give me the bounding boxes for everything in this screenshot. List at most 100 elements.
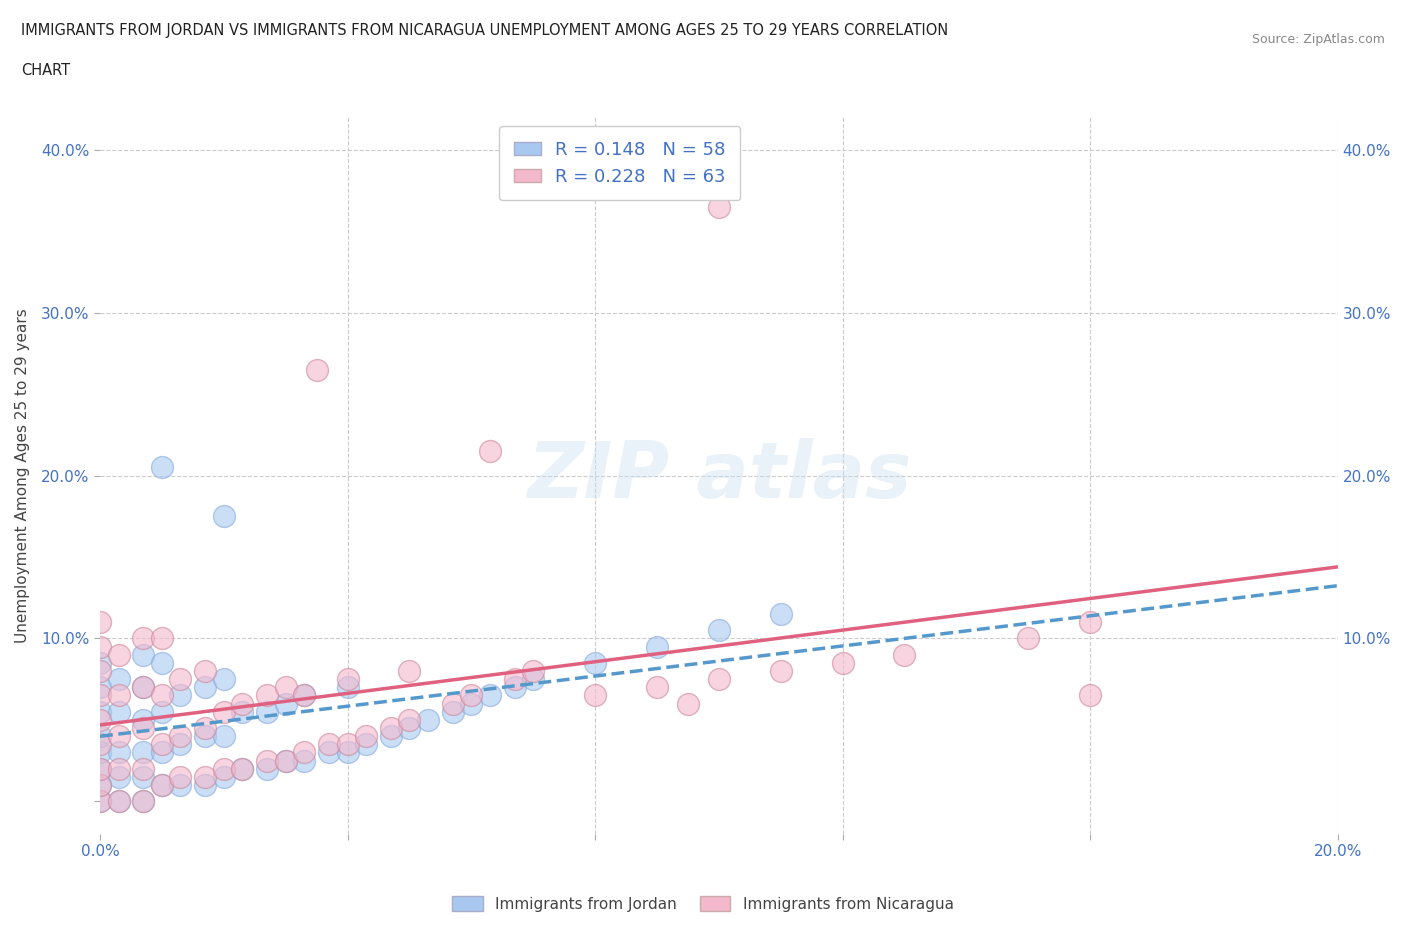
Point bbox=[169, 671, 191, 686]
Point bbox=[132, 794, 155, 809]
Point bbox=[460, 688, 482, 703]
Point bbox=[274, 753, 297, 768]
Point bbox=[522, 663, 544, 678]
Point bbox=[318, 737, 340, 751]
Point bbox=[707, 623, 730, 638]
Point bbox=[212, 728, 235, 743]
Point bbox=[336, 680, 359, 695]
Point bbox=[150, 631, 173, 645]
Y-axis label: Unemployment Among Ages 25 to 29 years: Unemployment Among Ages 25 to 29 years bbox=[15, 308, 30, 643]
Text: CHART: CHART bbox=[21, 63, 70, 78]
Point bbox=[274, 696, 297, 711]
Point bbox=[336, 737, 359, 751]
Point bbox=[107, 769, 129, 784]
Point bbox=[1017, 631, 1039, 645]
Point bbox=[212, 671, 235, 686]
Point bbox=[212, 762, 235, 777]
Point bbox=[150, 737, 173, 751]
Point bbox=[503, 671, 526, 686]
Point bbox=[89, 737, 111, 751]
Point bbox=[89, 704, 111, 719]
Point bbox=[318, 745, 340, 760]
Point bbox=[89, 728, 111, 743]
Point bbox=[305, 363, 328, 378]
Point bbox=[676, 696, 699, 711]
Point bbox=[583, 688, 606, 703]
Point bbox=[150, 656, 173, 671]
Point bbox=[107, 794, 129, 809]
Point bbox=[132, 680, 155, 695]
Point bbox=[150, 777, 173, 792]
Point bbox=[292, 753, 315, 768]
Point bbox=[231, 704, 253, 719]
Point bbox=[194, 777, 217, 792]
Point bbox=[150, 745, 173, 760]
Point bbox=[292, 745, 315, 760]
Point bbox=[645, 639, 668, 654]
Point bbox=[707, 671, 730, 686]
Point bbox=[231, 762, 253, 777]
Point bbox=[107, 728, 129, 743]
Point bbox=[231, 696, 253, 711]
Point bbox=[150, 777, 173, 792]
Point bbox=[169, 769, 191, 784]
Point bbox=[769, 663, 792, 678]
Point bbox=[132, 712, 155, 727]
Legend: Immigrants from Jordan, Immigrants from Nicaragua: Immigrants from Jordan, Immigrants from … bbox=[446, 889, 960, 918]
Point bbox=[150, 688, 173, 703]
Point bbox=[503, 680, 526, 695]
Point bbox=[441, 704, 464, 719]
Point bbox=[107, 647, 129, 662]
Point bbox=[441, 696, 464, 711]
Point bbox=[256, 753, 278, 768]
Point bbox=[707, 199, 730, 214]
Point bbox=[89, 680, 111, 695]
Point bbox=[1078, 615, 1101, 630]
Point bbox=[212, 704, 235, 719]
Point bbox=[1078, 688, 1101, 703]
Point bbox=[169, 777, 191, 792]
Point bbox=[212, 769, 235, 784]
Point bbox=[212, 509, 235, 524]
Point bbox=[150, 704, 173, 719]
Point bbox=[274, 680, 297, 695]
Point bbox=[107, 688, 129, 703]
Point bbox=[89, 639, 111, 654]
Point bbox=[89, 615, 111, 630]
Point bbox=[132, 647, 155, 662]
Point bbox=[416, 712, 439, 727]
Point bbox=[256, 688, 278, 703]
Point bbox=[132, 762, 155, 777]
Text: ZIP atlas: ZIP atlas bbox=[527, 437, 911, 513]
Point bbox=[132, 721, 155, 736]
Point bbox=[194, 680, 217, 695]
Point bbox=[132, 769, 155, 784]
Point bbox=[354, 728, 377, 743]
Point bbox=[132, 794, 155, 809]
Point bbox=[107, 704, 129, 719]
Point bbox=[256, 762, 278, 777]
Point bbox=[231, 762, 253, 777]
Point bbox=[831, 656, 853, 671]
Point bbox=[769, 606, 792, 621]
Point bbox=[292, 688, 315, 703]
Point bbox=[194, 769, 217, 784]
Point bbox=[89, 688, 111, 703]
Point bbox=[132, 745, 155, 760]
Point bbox=[89, 762, 111, 777]
Point bbox=[336, 671, 359, 686]
Point bbox=[132, 680, 155, 695]
Point bbox=[398, 712, 420, 727]
Point bbox=[194, 721, 217, 736]
Point bbox=[194, 663, 217, 678]
Point bbox=[89, 762, 111, 777]
Point bbox=[132, 631, 155, 645]
Point bbox=[380, 728, 402, 743]
Point bbox=[893, 647, 915, 662]
Point bbox=[460, 696, 482, 711]
Point bbox=[398, 721, 420, 736]
Point bbox=[169, 688, 191, 703]
Point bbox=[89, 712, 111, 727]
Point bbox=[89, 745, 111, 760]
Point bbox=[107, 762, 129, 777]
